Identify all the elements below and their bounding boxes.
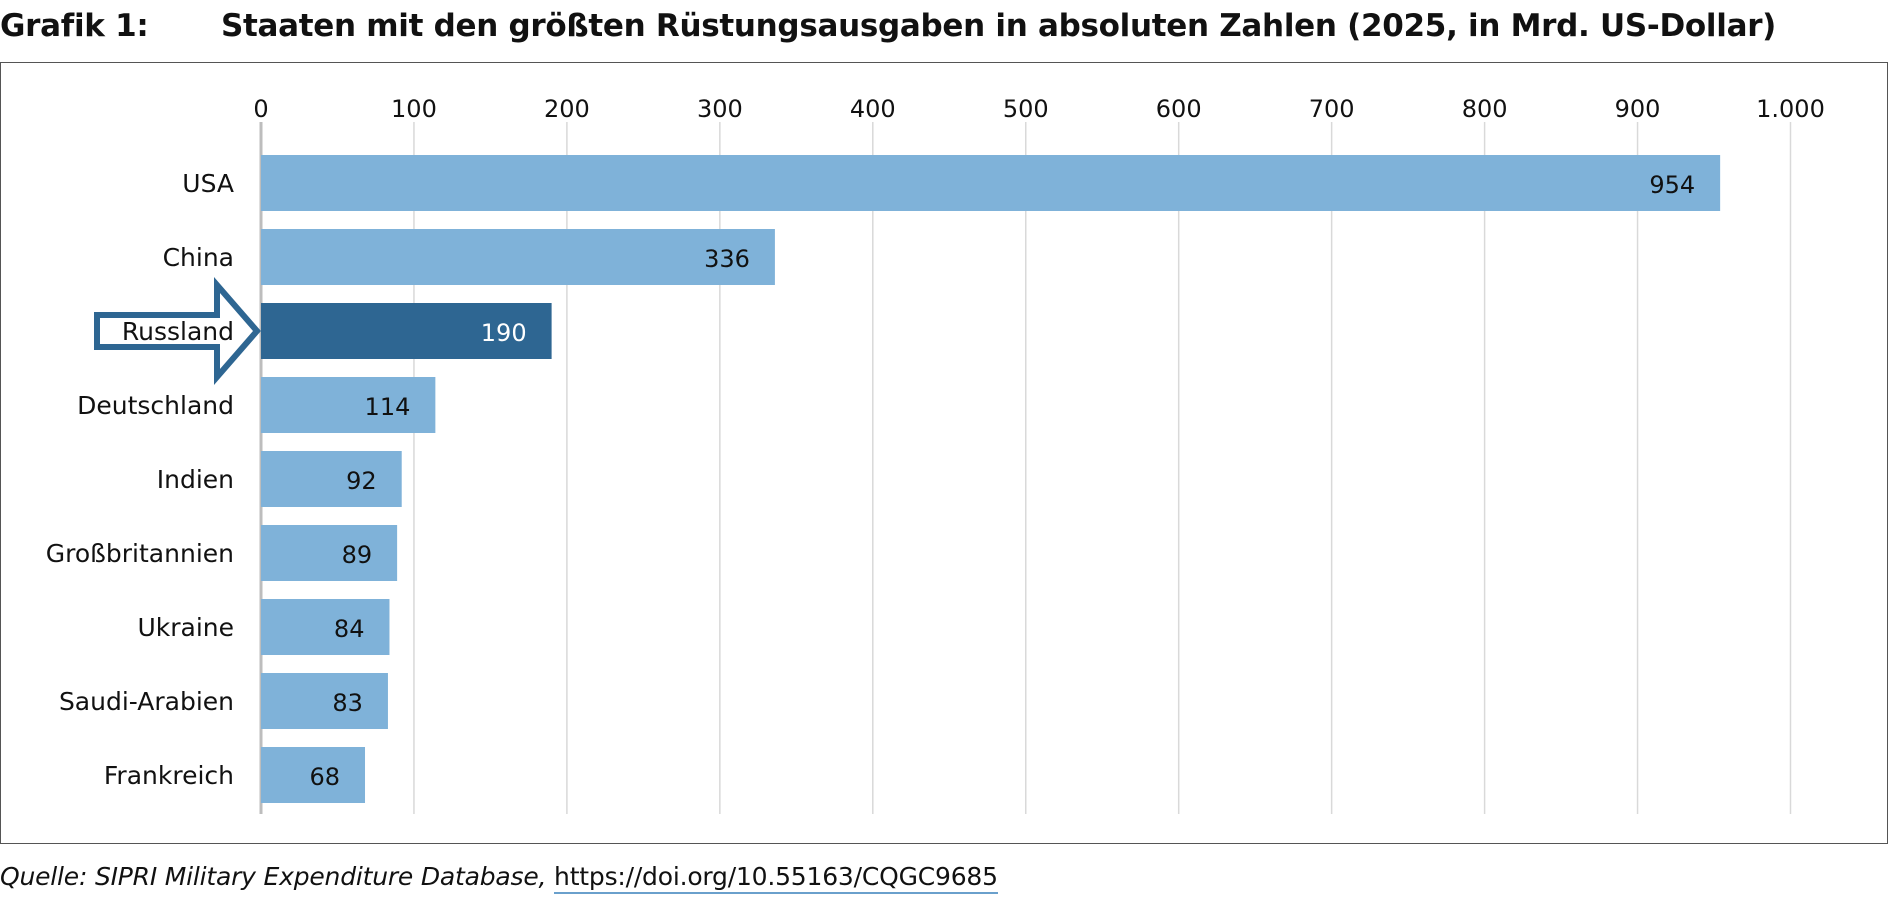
- category-label: Großbritannien: [46, 539, 234, 568]
- bar: [261, 599, 390, 655]
- bar: [261, 451, 402, 507]
- category-label: Russland: [122, 317, 234, 346]
- category-label: Indien: [157, 465, 234, 494]
- x-tick-label: 300: [697, 95, 743, 123]
- source-note: Quelle: SIPRI Military Expenditure Datab…: [0, 862, 998, 894]
- data-label: 89: [342, 541, 373, 569]
- category-label: China: [163, 243, 234, 272]
- figure-heading: Grafik 1: Staaten mit den größten Rüstun…: [0, 8, 1890, 52]
- chart-title: Staaten mit den größten Rüstungsausgaben…: [221, 8, 1777, 44]
- x-tick-label: 200: [544, 95, 590, 123]
- data-label: 190: [481, 319, 527, 347]
- bar-chart: 0 100 200 300 400 500 600 700 800 900 1.000 USA 954 C…: [46, 95, 1825, 814]
- x-tick-label: 0: [253, 95, 268, 123]
- bar: [261, 747, 366, 803]
- highlight-arrow-icon: [94, 276, 261, 386]
- x-tick-label: 500: [1003, 95, 1049, 123]
- x-tick-label: 400: [850, 95, 896, 123]
- category-label: Deutschland: [77, 391, 234, 420]
- x-tick-label: 1.000: [1756, 95, 1825, 123]
- category-label: Frankreich: [104, 761, 234, 790]
- x-tick-label: 800: [1462, 95, 1508, 123]
- data-label: 83: [332, 689, 363, 717]
- x-tick-label: 100: [391, 95, 437, 123]
- data-label: 954: [1649, 171, 1695, 199]
- source-text: Quelle: SIPRI Military Expenditure Datab…: [0, 862, 547, 891]
- data-label: 114: [365, 393, 411, 421]
- data-label: 84: [334, 615, 365, 643]
- bar: [261, 229, 775, 285]
- bar: [261, 525, 398, 581]
- category-label: Ukraine: [137, 613, 234, 642]
- data-label: 336: [704, 245, 750, 273]
- source-link[interactable]: https://doi.org/10.55163/CQGC9685: [554, 862, 998, 894]
- figure-number: Grafik 1:: [0, 8, 149, 44]
- x-tick-label: 600: [1156, 95, 1202, 123]
- x-tick-label: 900: [1615, 95, 1661, 123]
- chart-frame: [0, 62, 1888, 844]
- category-label: USA: [182, 169, 234, 198]
- data-label: 68: [309, 763, 340, 791]
- category-label: Saudi-Arabien: [59, 687, 234, 716]
- bar: [261, 673, 388, 729]
- bar: [261, 377, 436, 433]
- bar: [261, 155, 1721, 211]
- data-label: 92: [346, 467, 377, 495]
- bar: [261, 303, 552, 359]
- x-tick-label: 700: [1309, 95, 1355, 123]
